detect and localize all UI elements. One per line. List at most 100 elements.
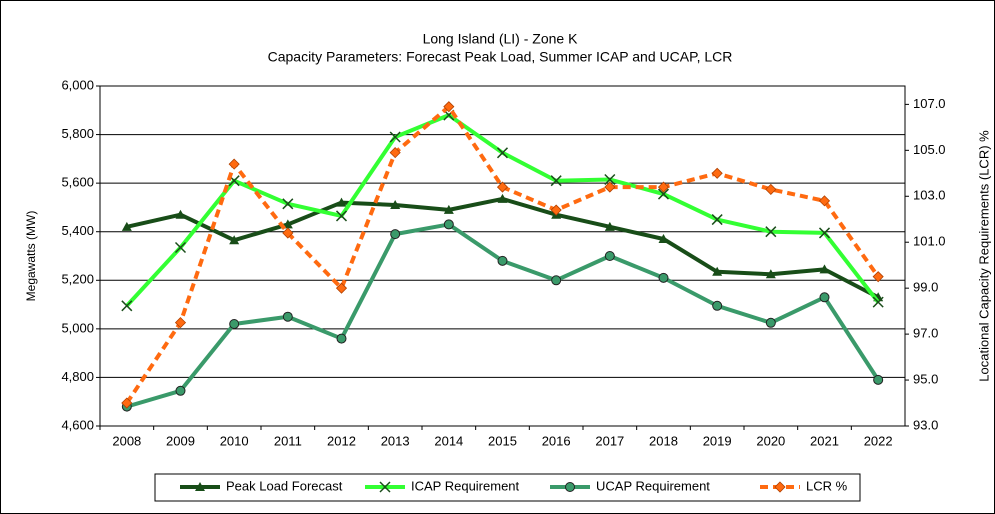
data-point — [872, 296, 884, 308]
x-tick-label: 2016 — [542, 433, 571, 448]
data-point — [551, 275, 562, 286]
data-point — [765, 317, 776, 328]
legend-label: ICAP Requirement — [411, 478, 520, 493]
data-point — [228, 158, 240, 170]
data-point — [550, 204, 562, 216]
data-point — [390, 229, 401, 240]
chart-subtitle: Capacity Parameters: Forecast Peak Load,… — [268, 49, 733, 65]
y-tick-label: 4,800 — [61, 369, 94, 384]
y2-tick-label: 93.0 — [913, 417, 938, 432]
data-point — [658, 234, 669, 243]
x-tick-label: 2020 — [756, 433, 785, 448]
y-tick-label: 4,600 — [61, 417, 94, 432]
data-point — [819, 292, 830, 303]
data-point — [712, 266, 723, 276]
data-point — [389, 131, 401, 143]
legend-label: LCR % — [806, 478, 848, 493]
x-tick-label: 2013 — [381, 433, 410, 448]
y2-tick-label: 95.0 — [913, 371, 938, 386]
data-point — [443, 219, 454, 230]
chart-title: Long Island (LI) - Zone K — [423, 31, 579, 47]
data-point — [872, 271, 884, 283]
data-point — [121, 300, 133, 312]
legend-marker — [774, 481, 786, 493]
data-point — [121, 397, 133, 409]
y2-tick-label: 101.0 — [913, 234, 946, 249]
data-point — [175, 385, 186, 396]
data-point — [336, 197, 347, 207]
y-axis-label: Megawatts (MW) — [24, 211, 38, 302]
data-point — [335, 210, 348, 222]
data-point — [818, 227, 831, 239]
legend — [154, 473, 861, 502]
data-point — [282, 311, 293, 322]
data-point — [765, 226, 777, 238]
y-tick-label: 5,800 — [61, 126, 94, 141]
y-tick-label: 5,400 — [61, 223, 94, 238]
data-point — [496, 147, 509, 159]
legend-marker — [565, 482, 575, 492]
y-tick-label: 5,000 — [61, 320, 94, 335]
data-point — [174, 317, 187, 329]
data-point — [282, 198, 294, 210]
y-tick-label: 5,200 — [61, 272, 94, 287]
data-point — [604, 221, 615, 231]
y2-tick-label: 103.0 — [913, 188, 946, 203]
data-point — [604, 173, 616, 186]
legend-label: Peak Load Forecast — [226, 478, 343, 493]
x-tick-label: 2008 — [112, 433, 141, 448]
legend-marker — [379, 481, 391, 493]
data-point — [873, 374, 884, 385]
y2-tick-label: 107.0 — [913, 96, 946, 111]
data-point — [657, 188, 670, 200]
data-point — [496, 181, 509, 193]
data-point — [712, 300, 723, 311]
data-point — [336, 333, 347, 344]
data-point — [711, 167, 723, 179]
data-point — [229, 319, 240, 329]
legend-marker — [195, 482, 205, 491]
data-point — [389, 147, 401, 159]
data-point — [657, 181, 670, 193]
x-tick-label: 2017 — [595, 433, 624, 448]
x-tick-label: 2010 — [220, 433, 249, 448]
data-point — [711, 214, 723, 226]
x-tick-label: 2018 — [649, 433, 678, 448]
data-point — [604, 181, 616, 193]
y2-tick-label: 97.0 — [913, 326, 938, 341]
data-point — [765, 269, 776, 279]
data-point — [658, 272, 669, 283]
x-tick-label: 2012 — [327, 433, 356, 448]
data-point — [819, 264, 830, 274]
x-tick-label: 2011 — [274, 433, 302, 448]
data-point — [229, 235, 240, 245]
data-point — [282, 227, 294, 239]
x-tick-label: 2009 — [166, 433, 195, 448]
data-point — [390, 200, 401, 209]
data-point — [765, 183, 777, 195]
y2-tick-label: 99.0 — [913, 280, 938, 295]
data-point — [550, 175, 562, 187]
data-point — [282, 219, 293, 229]
data-point — [175, 209, 186, 219]
data-point — [174, 241, 187, 254]
data-point — [497, 193, 508, 203]
y2-axis-label: Locational Capacity Requirements (LCR) % — [976, 130, 991, 382]
data-point — [121, 221, 132, 231]
data-point — [604, 251, 615, 261]
x-tick-label: 2019 — [703, 433, 732, 448]
x-tick-label: 2015 — [488, 433, 517, 448]
data-point — [497, 255, 508, 266]
data-point — [818, 195, 831, 207]
y-tick-label: 6,000 — [61, 77, 94, 92]
x-tick-label: 2022 — [864, 433, 893, 448]
data-point — [443, 101, 455, 113]
x-tick-label: 2014 — [434, 433, 463, 448]
data-point — [335, 282, 348, 294]
x-tick-label: 2021 — [810, 433, 839, 448]
data-point — [443, 204, 454, 214]
legend-label: UCAP Requirement — [596, 478, 710, 493]
y-tick-label: 5,600 — [61, 175, 94, 190]
y2-tick-label: 105.0 — [913, 142, 946, 157]
